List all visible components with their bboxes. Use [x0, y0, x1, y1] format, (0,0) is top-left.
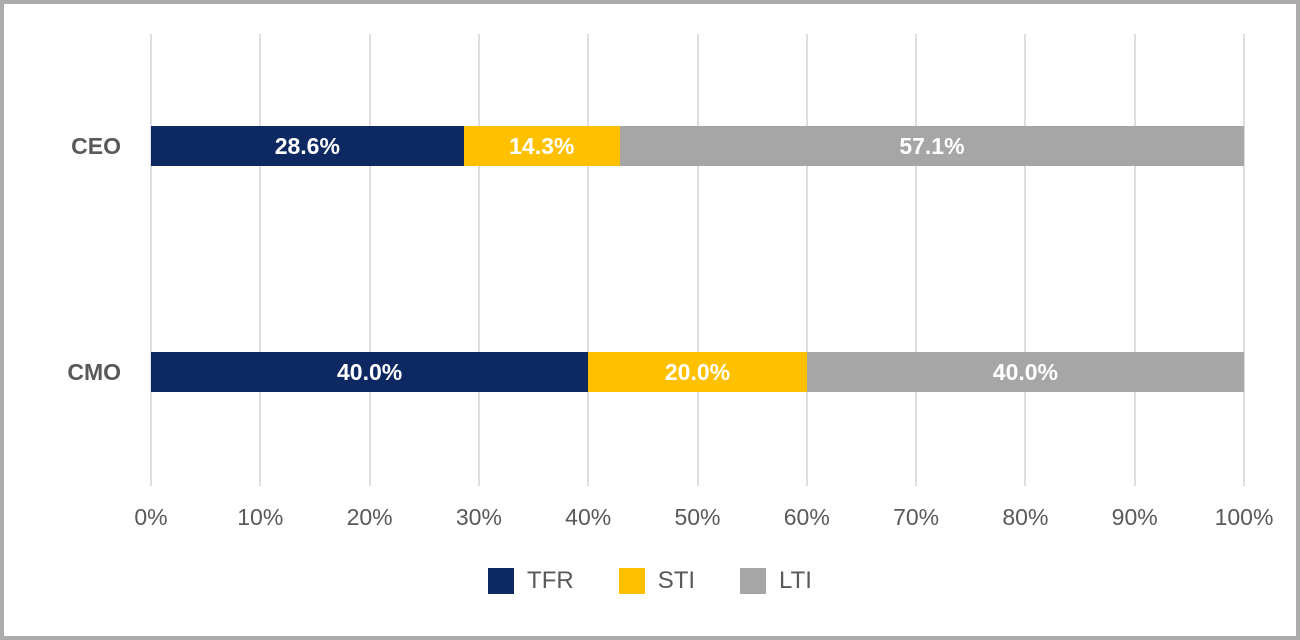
gridline [368, 34, 371, 486]
x-tick-label: 100% [1214, 504, 1274, 530]
gridline [587, 34, 590, 486]
gridline [696, 34, 699, 486]
bar-segment-ceo-sti: 14.3% [463, 126, 620, 166]
bar-segment-cmo-lti: 40.0% [806, 352, 1244, 392]
bar-data-label: 40.0% [336, 358, 403, 385]
x-tick-label: 80% [1002, 504, 1049, 530]
x-tick-label: 90% [1111, 504, 1158, 530]
bar-data-label: 40.0% [992, 358, 1058, 385]
legend-item-lti: LTI [740, 567, 812, 595]
x-tick-label: 0% [134, 504, 168, 530]
gridline [915, 34, 918, 486]
x-tick-label: 10% [237, 504, 284, 530]
gridline [1133, 34, 1136, 486]
legend-label: LTI [779, 567, 812, 594]
bar-data-label: 57.1% [899, 132, 965, 159]
bar-data-label: 14.3% [509, 132, 575, 159]
x-tick-label: 40% [565, 504, 612, 530]
gridline [477, 34, 480, 486]
category-label-cmo: CMO [67, 359, 121, 385]
bar-segment-ceo-lti: 57.1% [619, 126, 1244, 166]
legend-label: STI [657, 567, 696, 594]
bar-segment-cmo-sti: 20.0% [588, 352, 807, 392]
x-tick-label: 30% [455, 504, 502, 530]
legend-swatch-tfr [488, 568, 515, 594]
bar-segment-ceo-tfr: 28.6% [151, 126, 464, 166]
gridline [1024, 34, 1027, 486]
x-tick-label: 60% [783, 504, 830, 530]
bar-segment-cmo-tfr: 40.0% [151, 352, 589, 392]
legend-label: TFR [527, 567, 574, 594]
category-label-ceo: CEO [71, 133, 121, 159]
x-tick-label: 50% [674, 504, 721, 530]
legend-swatch-sti [618, 568, 645, 594]
x-tick-label: 20% [346, 504, 393, 530]
legend-item-sti: STI [618, 567, 696, 595]
bar-data-label: 28.6% [274, 132, 340, 159]
gridline [259, 34, 262, 486]
chart-legend: TFR STI LTI [4, 567, 1296, 595]
x-tick-label: 70% [893, 504, 940, 530]
legend-item-tfr: TFR [488, 567, 574, 595]
legend-swatch-lti [740, 568, 767, 594]
gridline [150, 34, 152, 486]
bar-data-label: 20.0% [664, 358, 731, 385]
gridline [805, 34, 808, 486]
gridline [1243, 34, 1245, 486]
